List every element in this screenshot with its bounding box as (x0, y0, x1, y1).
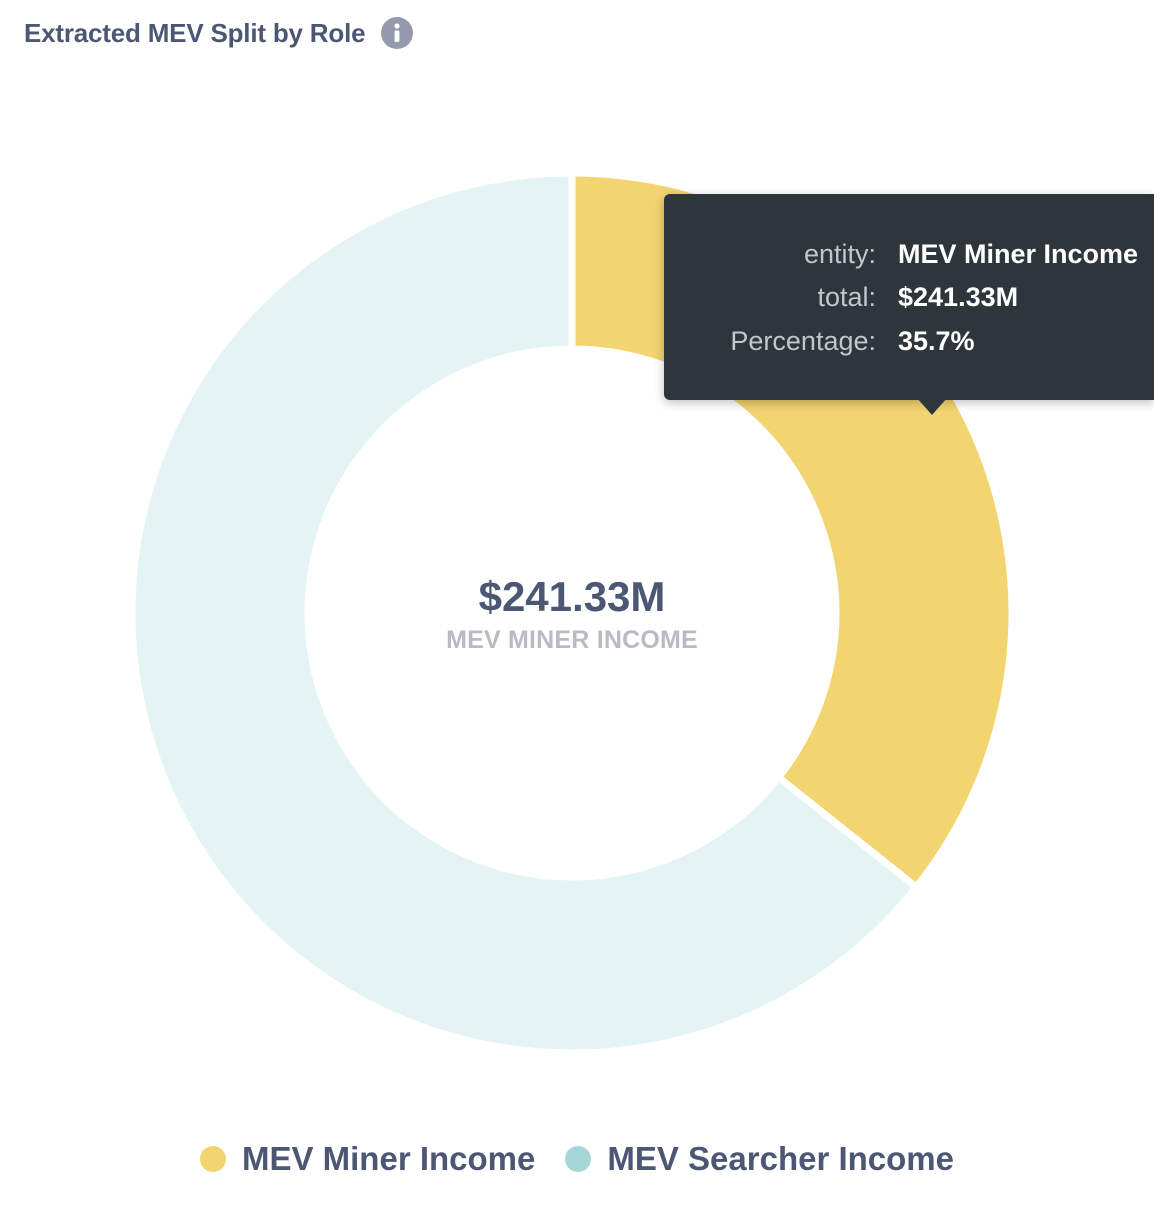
tooltip-value: 35.7% (898, 326, 975, 356)
donut-center: $241.33M MEV MINER INCOME (322, 570, 822, 656)
legend-label: MEV Searcher Income (607, 1140, 955, 1177)
legend-item-miner[interactable]: MEV Miner Income (199, 1140, 536, 1178)
chart-tooltip: entity: MEV Miner Income total: $241.33M… (664, 194, 1154, 400)
tooltip-row-percentage: Percentage: 35.7% (664, 319, 1154, 363)
card-title[interactable]: Extracted MEV Split by Role (24, 17, 366, 48)
legend-dot-miner (199, 1146, 226, 1172)
info-circle-icon[interactable] (381, 17, 414, 49)
center-value: $241.33M (478, 573, 666, 620)
tooltip-row-total: total: $241.33M (664, 275, 1154, 319)
legend-dot-searcher (565, 1146, 592, 1172)
legend-item-searcher[interactable]: MEV Searcher Income (565, 1140, 954, 1178)
tooltip-key: Percentage: (730, 326, 876, 356)
tooltip-arrow (917, 398, 947, 415)
donut-slice-searcher[interactable] (128, 169, 922, 1057)
tooltip-key: total: (817, 282, 876, 312)
legend-label: MEV Miner Income (241, 1140, 536, 1177)
tooltip-row-entity: entity: MEV Miner Income (664, 232, 1154, 276)
tooltip-value: MEV Miner Income (898, 239, 1139, 269)
center-label: MEV MINER INCOME (446, 626, 698, 654)
card-header: Extracted MEV Split by Role (24, 14, 414, 52)
tooltip-value: $241.33M (898, 282, 1019, 312)
tooltip-key: entity: (803, 239, 876, 269)
chart-legend: MEV Miner Income MEV Searcher Income (0, 1134, 1154, 1184)
